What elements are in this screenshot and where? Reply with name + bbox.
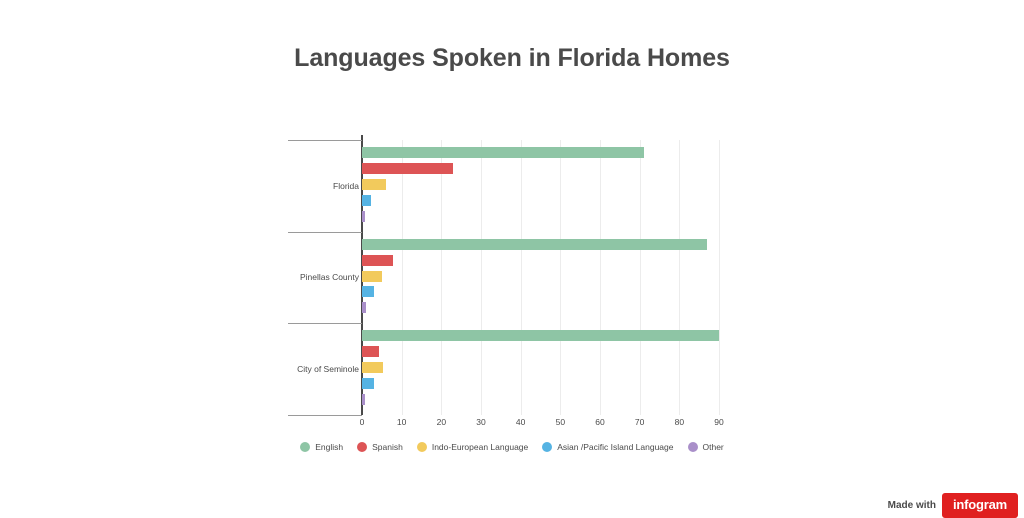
bar-group: Pinellas County — [288, 232, 725, 324]
bar[interactable] — [362, 330, 719, 342]
bar-group: Florida — [288, 140, 725, 232]
bar[interactable] — [362, 378, 374, 390]
infogram-watermark[interactable]: Made with infogram — [888, 493, 1018, 518]
bar[interactable] — [362, 270, 382, 282]
legend-swatch-icon — [416, 442, 427, 452]
group-separator — [288, 140, 362, 141]
group-separator — [288, 323, 362, 324]
x-axis: 0 10 20 30 40 50 60 70 80 90 — [288, 415, 725, 433]
legend-item[interactable]: Indo-European Language — [416, 442, 529, 452]
gridline-60 — [600, 140, 601, 415]
gridline-10 — [401, 140, 403, 415]
x-tick-label: 30 — [476, 417, 486, 427]
bar[interactable] — [362, 394, 366, 406]
infogram-badge[interactable]: infogram — [941, 493, 1018, 518]
x-tick-label: 0 — [359, 417, 365, 427]
bar[interactable] — [362, 194, 372, 206]
gridline-50 — [560, 140, 562, 415]
bar[interactable] — [362, 362, 384, 374]
legend-item[interactable]: English — [300, 442, 343, 452]
bar[interactable] — [362, 238, 708, 250]
x-tick-label: 80 — [674, 417, 685, 427]
gridline-70 — [639, 140, 641, 415]
chart-legend: English Spanish Indo-European Language Asia… — [0, 442, 1024, 452]
legend-swatch-icon — [687, 442, 698, 452]
gridline-20 — [441, 140, 443, 415]
x-tick-label: 50 — [555, 417, 566, 427]
x-tick-label: 40 — [515, 417, 526, 427]
category-label: Pinellas County — [299, 272, 359, 283]
gridline-40 — [520, 140, 522, 415]
bar[interactable] — [362, 254, 393, 266]
bar[interactable] — [362, 147, 644, 158]
legend-label: Other — [702, 442, 724, 452]
legend-swatch-icon — [357, 442, 368, 452]
legend-item[interactable]: Spanish — [357, 442, 403, 452]
legend-item[interactable]: Asian /Pacific Island Language — [542, 442, 674, 452]
x-tick-label: 70 — [634, 417, 645, 427]
bar[interactable] — [362, 162, 454, 174]
bar-group: City of Seminole — [288, 323, 725, 415]
legend-swatch-icon — [542, 442, 553, 452]
x-tick-label: 20 — [436, 417, 447, 427]
group-separator — [288, 232, 362, 233]
category-label: City of Seminole — [297, 364, 359, 375]
gridline-90 — [719, 140, 720, 415]
watermark-label: Made with — [887, 500, 936, 511]
legend-label: Asian /Pacific Island Language — [557, 442, 674, 452]
group-separator — [288, 415, 362, 416]
legend-swatch-icon — [300, 442, 311, 452]
bar[interactable] — [362, 286, 374, 298]
legend-item[interactable]: Other — [687, 442, 724, 452]
bar[interactable] — [362, 346, 380, 358]
gridline-80 — [679, 140, 681, 415]
category-label: Florida — [333, 180, 359, 191]
bar[interactable] — [362, 178, 386, 190]
bar[interactable] — [362, 210, 366, 222]
legend-label: English — [315, 442, 344, 452]
x-tick-label: 90 — [714, 417, 724, 427]
bar[interactable] — [362, 302, 366, 314]
legend-label: Spanish — [372, 442, 403, 452]
page-title: Languages Spoken in Florida Homes — [294, 44, 730, 72]
chart-plot-area: Florida Pinellas County City of Seminole — [288, 135, 725, 416]
gridline-30 — [481, 140, 482, 415]
legend-label: Indo-European Language — [431, 442, 529, 452]
x-tick-label: 60 — [595, 417, 605, 427]
x-tick-label: 10 — [396, 417, 407, 427]
